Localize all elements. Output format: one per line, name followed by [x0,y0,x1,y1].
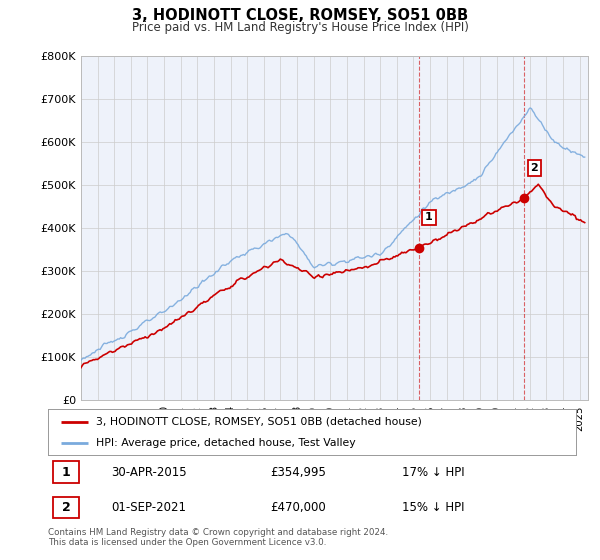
Text: Price paid vs. HM Land Registry's House Price Index (HPI): Price paid vs. HM Land Registry's House … [131,21,469,34]
Text: 15% ↓ HPI: 15% ↓ HPI [402,501,464,514]
Text: 3, HODINOTT CLOSE, ROMSEY, SO51 0BB: 3, HODINOTT CLOSE, ROMSEY, SO51 0BB [132,8,468,24]
Text: HPI: Average price, detached house, Test Valley: HPI: Average price, detached house, Test… [95,438,355,448]
Text: 2: 2 [530,163,538,173]
Text: 30-APR-2015: 30-APR-2015 [112,465,187,479]
Text: 2: 2 [62,501,70,514]
Text: Contains HM Land Registry data © Crown copyright and database right 2024.
This d: Contains HM Land Registry data © Crown c… [48,528,388,547]
Text: 1: 1 [62,465,70,479]
Text: 01-SEP-2021: 01-SEP-2021 [112,501,187,514]
Text: 17% ↓ HPI: 17% ↓ HPI [402,465,464,479]
FancyBboxPatch shape [53,497,79,517]
FancyBboxPatch shape [53,461,79,483]
Text: 1: 1 [425,212,433,222]
Text: £354,995: £354,995 [270,465,326,479]
Text: £470,000: £470,000 [270,501,326,514]
Text: 3, HODINOTT CLOSE, ROMSEY, SO51 0BB (detached house): 3, HODINOTT CLOSE, ROMSEY, SO51 0BB (det… [95,417,421,427]
